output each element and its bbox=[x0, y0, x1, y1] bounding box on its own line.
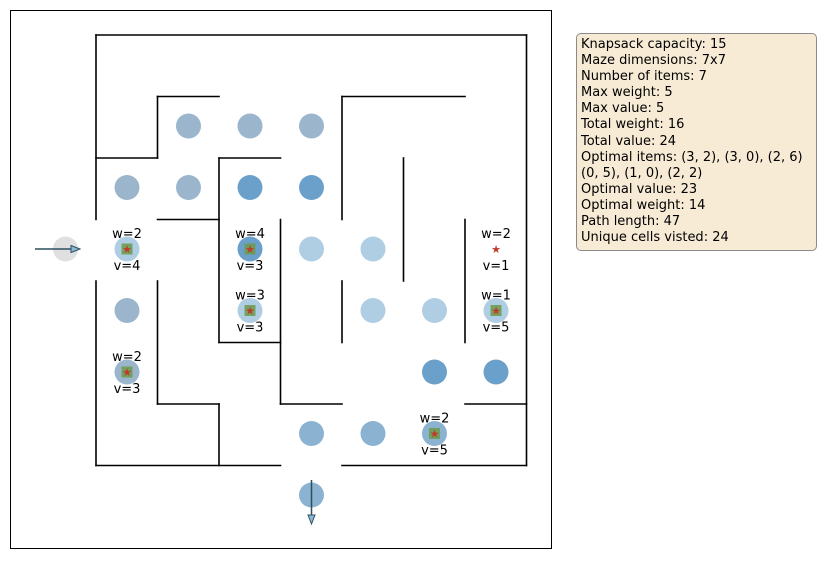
max-weight-text: Max weight: 5 bbox=[581, 85, 673, 101]
capacity-text: Knapsack capacity: 15 bbox=[581, 37, 727, 52]
item-star-icon: ★ bbox=[491, 243, 501, 256]
visited-cell-marker bbox=[299, 421, 324, 446]
item-star-icon: ★ bbox=[245, 243, 255, 256]
knapsack-item: ★w=2 v=3 bbox=[112, 350, 142, 397]
item-value-label: v=5 bbox=[421, 444, 448, 459]
item-value-label: v=3 bbox=[114, 382, 141, 397]
visited-cell-marker bbox=[483, 359, 509, 385]
optimal-weight-text: Optimal weight: 14 bbox=[581, 197, 706, 213]
item-star-icon: ★ bbox=[430, 428, 440, 441]
total-weight-text: Total weight: 16 bbox=[581, 117, 685, 133]
item-weight-label: w=2 bbox=[481, 227, 511, 242]
item-value-label: v=5 bbox=[483, 321, 510, 336]
visited-cell-marker bbox=[176, 113, 201, 139]
visited-cell-marker bbox=[299, 113, 324, 139]
visited-cell-marker bbox=[360, 236, 386, 262]
maze-canvas: ★w=2v=4★w=4v=3★w=3v=3★w=2v=3★w=2v=5★w=1v… bbox=[10, 10, 552, 549]
total-value-text: Total value: 24 bbox=[581, 133, 677, 149]
visited-cell-marker bbox=[422, 359, 447, 385]
maze-dimensions-text: Maze dimensions: 7x7 bbox=[581, 53, 726, 69]
entrance-arrow-head bbox=[70, 244, 82, 254]
item-weight-label: w=2 bbox=[112, 350, 142, 365]
visited-cell-marker bbox=[299, 236, 324, 262]
stats-panel: Knapsack capacity: 15 Maze dimensions: 7… bbox=[576, 33, 817, 252]
item-weight-label: w=2 bbox=[420, 412, 450, 427]
item-weight-label: w=2 bbox=[112, 227, 142, 242]
item-star-icon: ★ bbox=[122, 243, 132, 256]
item-collected-box bbox=[121, 243, 133, 255]
max-value-text: Max value: 5 bbox=[581, 101, 665, 117]
visited-cell-marker bbox=[237, 175, 263, 200]
knapsack-item: ★w=3 v=3 bbox=[235, 289, 265, 336]
visited-cells bbox=[53, 113, 509, 508]
knapsack-items: ★w=2v=4★w=4v=3★w=3v=3★w=2v=3★w=2v=5★w=1v… bbox=[112, 227, 511, 459]
knapsack-item: ★w=1 v=5 bbox=[481, 289, 511, 336]
item-value-label: v=3 bbox=[237, 259, 264, 274]
unique-cells-text: Unique cells visted: 24 bbox=[581, 230, 729, 246]
item-collected-box bbox=[244, 243, 256, 255]
maze-board: ★ w=2 v=4 ★ w=4 v=3 ★ w=3 v=3 ★ w=2 v=3 ★ w=2 v=5 ★ w=1 v… bbox=[10, 10, 552, 549]
item-collected-box bbox=[121, 366, 133, 378]
path-length-text: Path length: 47 bbox=[581, 214, 681, 230]
optimal-items-text: Optimal items: (3, 2), (3, 0), (2, 6) bbox=[581, 149, 803, 165]
optimal-items-continued-text: (0, 5), (1, 0), (2, 2) bbox=[581, 165, 703, 181]
optimal-value-text: Optimal value: 23 bbox=[581, 181, 698, 197]
knapsack-item: ★w=4 v=3 bbox=[235, 227, 265, 274]
visited-cell-marker bbox=[360, 421, 386, 446]
maze-walls bbox=[95, 34, 528, 467]
knapsack-item: ★w=2 v=1 bbox=[481, 227, 511, 274]
item-collected-box bbox=[490, 305, 502, 316]
exit-arrow-head bbox=[307, 514, 316, 526]
knapsack-item: ★w=2 v=4 bbox=[112, 227, 142, 274]
knapsack-item: ★w=2 v=5 bbox=[420, 412, 450, 459]
item-star-icon: ★ bbox=[122, 366, 132, 379]
visited-cell-marker bbox=[360, 298, 386, 323]
item-value-label: v=1 bbox=[483, 259, 510, 274]
item-collected-box bbox=[244, 305, 256, 316]
visited-cell-marker bbox=[114, 175, 140, 200]
entry-exit-arrows bbox=[35, 244, 316, 526]
item-weight-label: w=1 bbox=[481, 289, 511, 304]
item-collected-box bbox=[429, 428, 440, 439]
visited-cell-marker bbox=[176, 175, 201, 200]
visited-cell-marker bbox=[237, 113, 263, 139]
item-count-text: Number of items: 7 bbox=[581, 69, 707, 85]
visited-cell-marker bbox=[114, 298, 140, 323]
item-value-label: v=3 bbox=[237, 321, 264, 336]
item-weight-label: w=4 bbox=[235, 227, 265, 242]
item-star-icon: ★ bbox=[491, 305, 501, 318]
item-star-icon: ★ bbox=[245, 305, 255, 318]
visited-cell-marker bbox=[422, 298, 447, 323]
item-value-label: v=4 bbox=[114, 259, 141, 274]
item-weight-label: w=3 bbox=[235, 289, 265, 304]
visited-cell-marker bbox=[299, 175, 324, 200]
